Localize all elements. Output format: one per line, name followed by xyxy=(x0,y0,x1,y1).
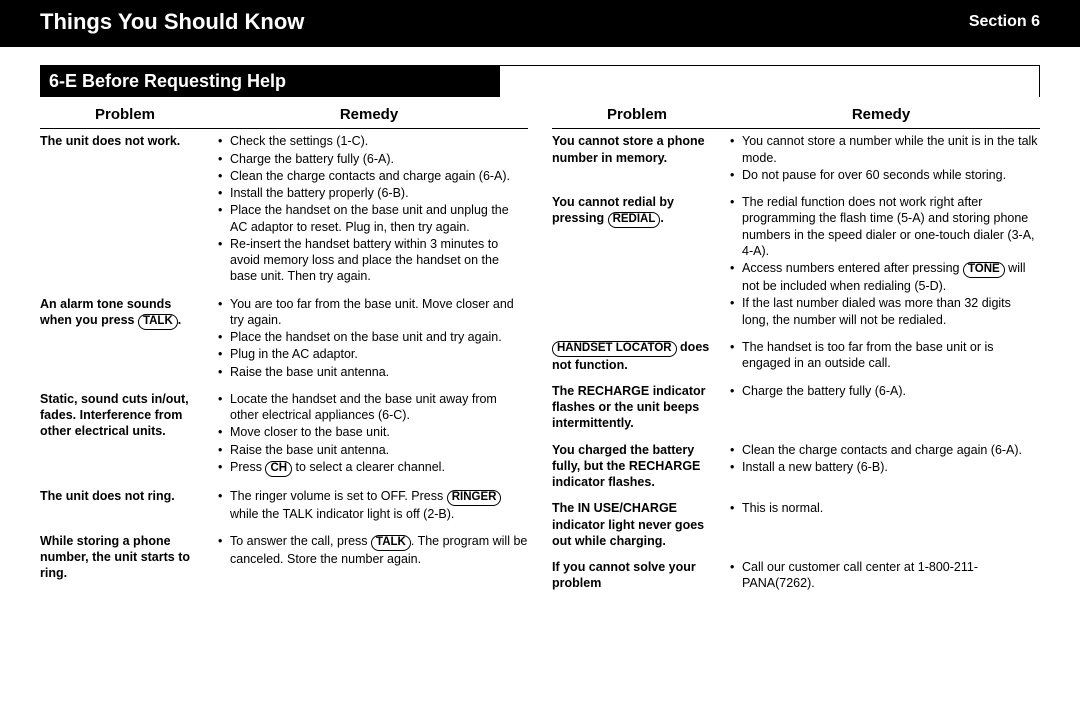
handset-locator-button-label: HANDSET LOCATOR xyxy=(552,341,677,357)
remedy-item: The redial function does not work right … xyxy=(730,194,1040,259)
remedy-item: You are too far from the base unit. Move… xyxy=(218,296,528,329)
remedy-item: Clean the charge contacts and charge aga… xyxy=(730,442,1040,458)
troubleshoot-entry: You charged the battery fully, but the R… xyxy=(552,438,1040,497)
remedy-item: This is normal. xyxy=(730,500,1040,516)
talk-button-label: TALK xyxy=(371,535,411,551)
left-entries: The unit does not work.Check the setting… xyxy=(40,129,528,587)
column-headers-right: Problem Remedy xyxy=(552,99,1040,130)
problem-text: HANDSET LOCATOR does not function. xyxy=(552,339,722,373)
remedy-item: If the last number dialed was more than … xyxy=(730,295,1040,328)
remedy-list: You are too far from the base unit. Move… xyxy=(218,296,528,381)
remedy-item: Install a new battery (6-B). xyxy=(730,459,1040,475)
remedy-list: The redial function does not work right … xyxy=(730,194,1040,329)
remedy-item: To answer the call, press TALK. The prog… xyxy=(218,533,528,567)
ch-button-label: CH xyxy=(265,461,292,477)
remedy-item: Place the handset on the base unit and t… xyxy=(218,329,528,345)
troubleshoot-entry: While storing a phone number, the unit s… xyxy=(40,529,528,588)
remedy-item: Charge the battery fully (6-A). xyxy=(218,151,528,167)
remedy-item: Do not pause for over 60 seconds while s… xyxy=(730,167,1040,183)
troubleshoot-entry: The unit does not work.Check the setting… xyxy=(40,129,528,291)
ringer-button-label: RINGER xyxy=(447,490,502,506)
problem-text: You cannot redial by pressing REDIAL. xyxy=(552,194,722,329)
header-problem: Problem xyxy=(40,105,210,125)
remedy-item: Place the handset on the base unit and u… xyxy=(218,202,528,235)
troubleshoot-entry: The RECHARGE indicator flashes or the un… xyxy=(552,379,1040,438)
right-entries: You cannot store a phone number in memor… xyxy=(552,129,1040,598)
remedy-item: Re-insert the handset battery within 3 m… xyxy=(218,236,528,285)
remedy-item: Check the settings (1-C). xyxy=(218,133,528,149)
problem-text: An alarm tone sounds when you press TALK… xyxy=(40,296,210,381)
remedy-list: Check the settings (1-C). Charge the batt… xyxy=(218,133,528,285)
troubleshoot-entry: An alarm tone sounds when you press TALK… xyxy=(40,292,528,387)
remedy-list: Locate the handset and the base unit awa… xyxy=(218,391,528,478)
header-remedy: Remedy xyxy=(210,105,528,125)
section-heading-wrap: 6-E Before Requesting Help xyxy=(40,65,1040,97)
remedy-list: To answer the call, press TALK. The prog… xyxy=(218,533,528,582)
header-title: Things You Should Know xyxy=(40,8,304,37)
column-right: Problem Remedy You cannot store a phone … xyxy=(552,99,1040,599)
remedy-item: The ringer volume is set to OFF. Press R… xyxy=(218,488,528,522)
tone-button-label: TONE xyxy=(963,262,1005,278)
remedy-item: Access numbers entered after pressing TO… xyxy=(730,260,1040,294)
problem-text: Static, sound cuts in/out, fades. Interf… xyxy=(40,391,210,478)
header-remedy: Remedy xyxy=(722,105,1040,125)
remedy-item: Call our customer call center at 1-800-2… xyxy=(730,559,1040,592)
section-heading: 6-E Before Requesting Help xyxy=(41,66,500,97)
remedy-list: This is normal. xyxy=(730,500,1040,549)
header-band: Things You Should Know Section 6 xyxy=(0,0,1080,47)
problem-text: While storing a phone number, the unit s… xyxy=(40,533,210,582)
remedy-item: The handset is too far from the base uni… xyxy=(730,339,1040,372)
talk-button-label: TALK xyxy=(138,314,178,330)
content-area: Problem Remedy The unit does not work.Ch… xyxy=(0,99,1080,599)
problem-text: The IN USE/CHARGE indicator light never … xyxy=(552,500,722,549)
troubleshoot-entry: You cannot store a phone number in memor… xyxy=(552,129,1040,190)
redial-button-label: REDIAL xyxy=(608,212,661,228)
problem-text: The unit does not work. xyxy=(40,133,210,285)
remedy-item: Locate the handset and the base unit awa… xyxy=(218,391,528,424)
header-section: Section 6 xyxy=(969,12,1040,33)
remedy-list: Clean the charge contacts and charge aga… xyxy=(730,442,1040,491)
problem-text: You charged the battery fully, but the R… xyxy=(552,442,722,491)
remedy-item: Charge the battery fully (6-A). xyxy=(730,383,1040,399)
troubleshoot-entry: Static, sound cuts in/out, fades. Interf… xyxy=(40,387,528,484)
troubleshoot-entry: The IN USE/CHARGE indicator light never … xyxy=(552,496,1040,555)
remedy-item: Install the battery properly (6-B). xyxy=(218,185,528,201)
remedy-item: Clean the charge contacts and charge aga… xyxy=(218,168,528,184)
remedy-item: You cannot store a number while the unit… xyxy=(730,133,1040,166)
problem-text: The unit does not ring. xyxy=(40,488,210,523)
column-headers-left: Problem Remedy xyxy=(40,99,528,130)
remedy-item: Press CH to select a clearer channel. xyxy=(218,459,528,477)
problem-text: You cannot store a phone number in memor… xyxy=(552,133,722,184)
remedy-list: You cannot store a number while the unit… xyxy=(730,133,1040,184)
header-problem: Problem xyxy=(552,105,722,125)
remedy-item: Raise the base unit antenna. xyxy=(218,364,528,380)
problem-text: If you cannot solve your problem xyxy=(552,559,722,593)
remedy-item: Raise the base unit antenna. xyxy=(218,442,528,458)
remedy-item: Move closer to the base unit. xyxy=(218,424,528,440)
column-left: Problem Remedy The unit does not work.Ch… xyxy=(40,99,528,599)
remedy-item: Plug in the AC adaptor. xyxy=(218,346,528,362)
remedy-list: Call our customer call center at 1-800-2… xyxy=(730,559,1040,593)
troubleshoot-entry: HANDSET LOCATOR does not function.The ha… xyxy=(552,335,1040,379)
remedy-list: The ringer volume is set to OFF. Press R… xyxy=(218,488,528,523)
remedy-list: The handset is too far from the base uni… xyxy=(730,339,1040,373)
troubleshoot-entry: You cannot redial by pressing REDIAL.The… xyxy=(552,190,1040,335)
problem-text: The RECHARGE indicator flashes or the un… xyxy=(552,383,722,432)
troubleshoot-entry: If you cannot solve your problemCall our… xyxy=(552,555,1040,599)
troubleshoot-entry: The unit does not ring.The ringer volume… xyxy=(40,484,528,529)
remedy-list: Charge the battery fully (6-A). xyxy=(730,383,1040,432)
